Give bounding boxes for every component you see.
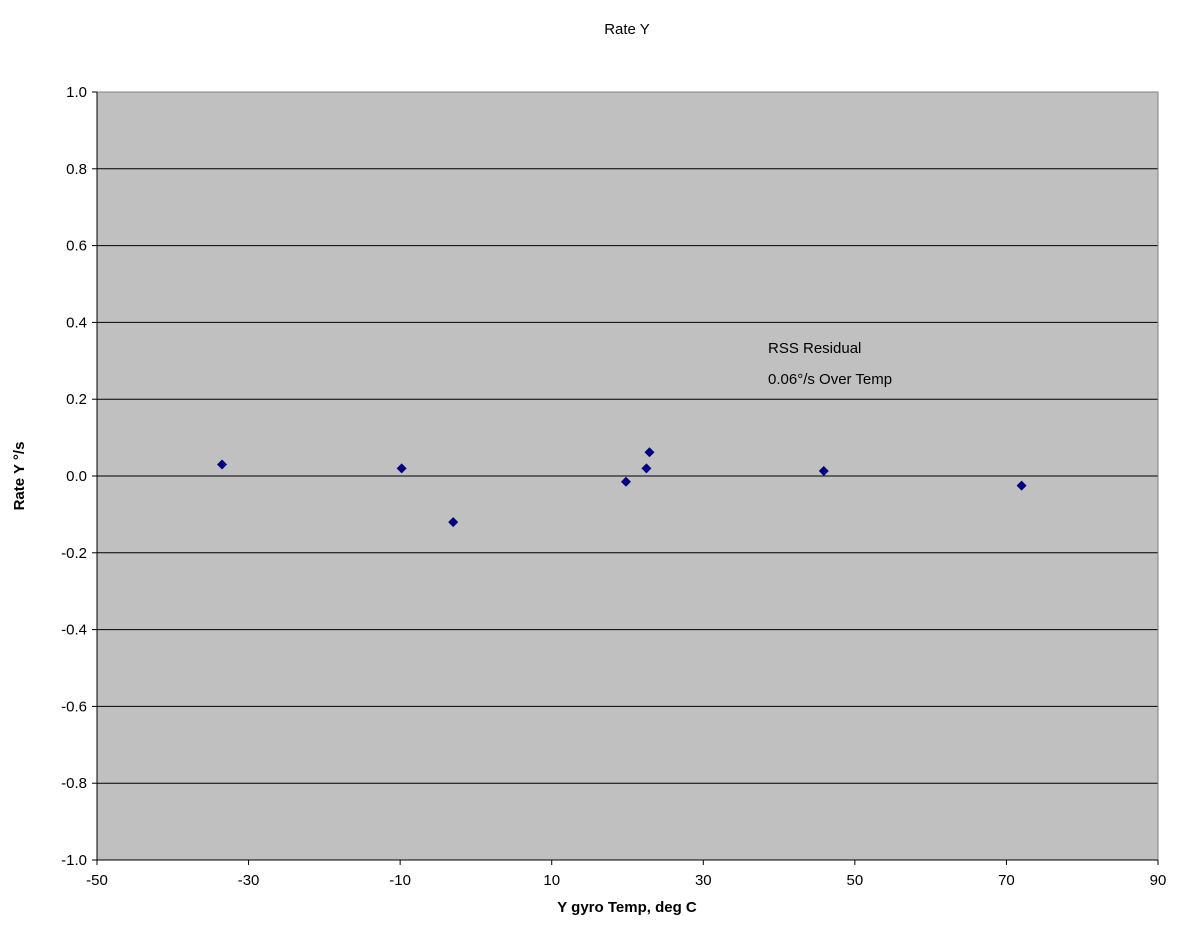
x-tick-label: 50 [847,872,864,889]
y-axis-title: Rate Y °/s [11,442,28,511]
y-tick-label: 0.2 [66,391,87,408]
y-tick-label: 0.0 [66,468,87,485]
x-tick-label: 10 [543,872,560,889]
data-point [641,463,652,474]
y-tick-label: -0.6 [61,698,87,715]
y-tick-label: -1.0 [61,852,87,869]
y-tick-label: 1.0 [66,84,87,101]
data-points [217,447,1027,528]
data-point [644,447,655,458]
y-ticks: 1.0 0.8 0.6 0.4 0.2 0.0 -0.2 -0.4 -0.6 -0.8 -1.0 [61,84,97,869]
data-point [620,476,631,487]
y-tick-label: 0.4 [66,314,87,331]
data-point [818,466,829,477]
y-tick-label: -0.8 [61,775,87,792]
chart-title: Rate Y [604,21,650,38]
x-tick-label: -50 [86,872,108,889]
annotation-line-1: RSS Residual [768,340,861,357]
x-tick-label: -10 [389,872,411,889]
x-tick-label: -30 [238,872,260,889]
data-point [396,463,407,474]
data-point [448,517,459,528]
x-axis-title: Y gyro Temp, deg C [557,899,697,916]
y-tick-label: 0.6 [66,238,87,255]
x-tick-label: 90 [1150,872,1167,889]
x-tick-label: 30 [695,872,712,889]
y-tick-label: -0.4 [61,622,87,639]
data-point [1016,480,1027,491]
y-tick-label: 0.8 [66,161,87,178]
grid-lines [97,168,1158,784]
x-ticks: -50 -30 -10 10 30 50 70 90 [86,860,1166,889]
x-tick-label: 70 [998,872,1015,889]
annotation-line-2: 0.06°/s Over Temp [768,371,892,388]
data-point [217,459,228,470]
y-tick-label: -0.2 [61,545,87,562]
